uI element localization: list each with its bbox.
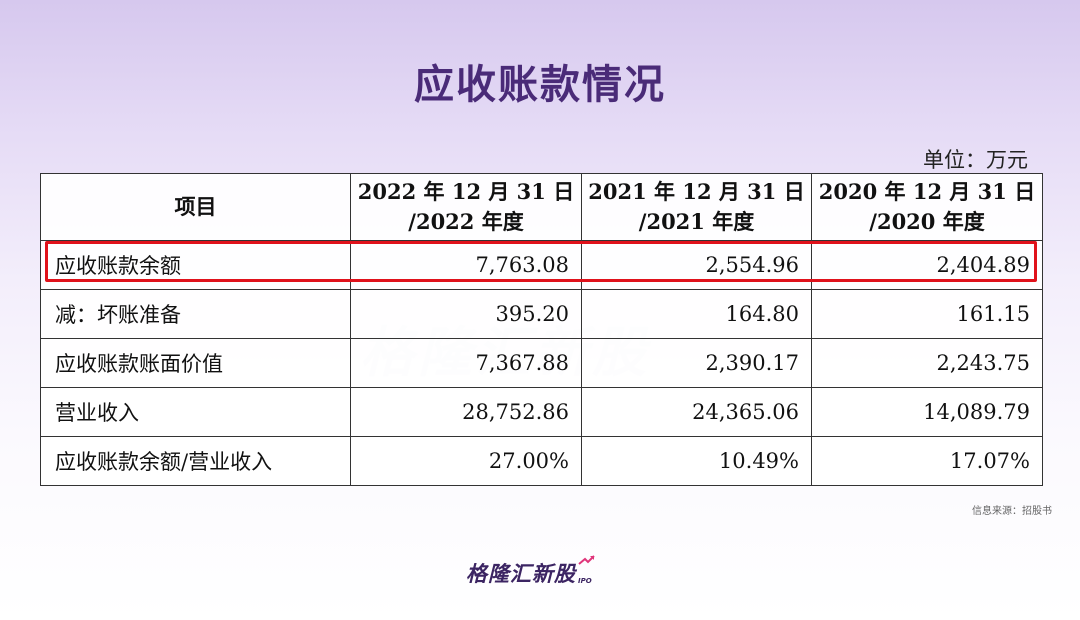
page-title: 应收账款情况 xyxy=(414,61,666,108)
cell-value: 17.07% xyxy=(811,436,1043,486)
source-note: 信息来源：招股书 xyxy=(972,506,1052,517)
logo-sub: IPO xyxy=(578,577,592,585)
table-row: 营业收入 28,752.86 24,365.06 14,089.79 xyxy=(40,387,1043,437)
cell-value: 10.49% xyxy=(581,436,812,486)
table-container: 项目 2022 年 12 月 31 日 /2022 年度 2021 年 12 月… xyxy=(40,173,1043,486)
header-item: 项目 xyxy=(40,173,351,241)
table-row: 应收账款余额/营业收入 27.00% 10.49% 17.07% xyxy=(40,436,1043,486)
table-row: 减：坏账准备 395.20 164.80 161.15 xyxy=(40,289,1043,339)
table-row: 应收账款账面价值 7,367.88 2,390.17 2,243.75 xyxy=(40,338,1043,388)
cell-value: 395.20 xyxy=(350,289,582,339)
unit-note: 单位：万元 xyxy=(923,148,1028,172)
row-label: 应收账款余额/营业收入 xyxy=(40,436,351,486)
cell-value: 2,404.89 xyxy=(811,240,1043,290)
header-2022: 2022 年 12 月 31 日 /2022 年度 xyxy=(350,173,582,241)
cell-value: 28,752.86 xyxy=(350,387,582,437)
row-label: 应收账款余额 xyxy=(40,240,351,290)
cell-value: 7,367.88 xyxy=(350,338,582,388)
cell-value: 2,390.17 xyxy=(581,338,812,388)
row-label: 营业收入 xyxy=(40,387,351,437)
table-header-row: 项目 2022 年 12 月 31 日 /2022 年度 2021 年 12 月… xyxy=(40,173,1043,241)
receivables-table: 项目 2022 年 12 月 31 日 /2022 年度 2021 年 12 月… xyxy=(40,173,1043,486)
row-label: 减：坏账准备 xyxy=(40,289,351,339)
cell-value: 27.00% xyxy=(350,436,582,486)
footer-logo: 格隆汇新股 IPO xyxy=(466,555,595,588)
cell-value: 14,089.79 xyxy=(811,387,1043,437)
cell-value: 2,554.96 xyxy=(581,240,812,290)
cell-value: 2,243.75 xyxy=(811,338,1043,388)
logo-text: 格隆汇新股 xyxy=(466,562,576,586)
cell-value: 24,365.06 xyxy=(581,387,812,437)
header-2020: 2020 年 12 月 31 日 /2020 年度 xyxy=(811,173,1043,241)
table-row: 应收账款余额 7,763.08 2,554.96 2,404.89 xyxy=(40,240,1043,290)
cell-value: 164.80 xyxy=(581,289,812,339)
header-2021: 2021 年 12 月 31 日 /2021 年度 xyxy=(581,173,812,241)
row-label: 应收账款账面价值 xyxy=(40,338,351,388)
cell-value: 7,763.08 xyxy=(350,240,582,290)
trend-arrow-icon xyxy=(578,555,595,565)
cell-value: 161.15 xyxy=(811,289,1043,339)
